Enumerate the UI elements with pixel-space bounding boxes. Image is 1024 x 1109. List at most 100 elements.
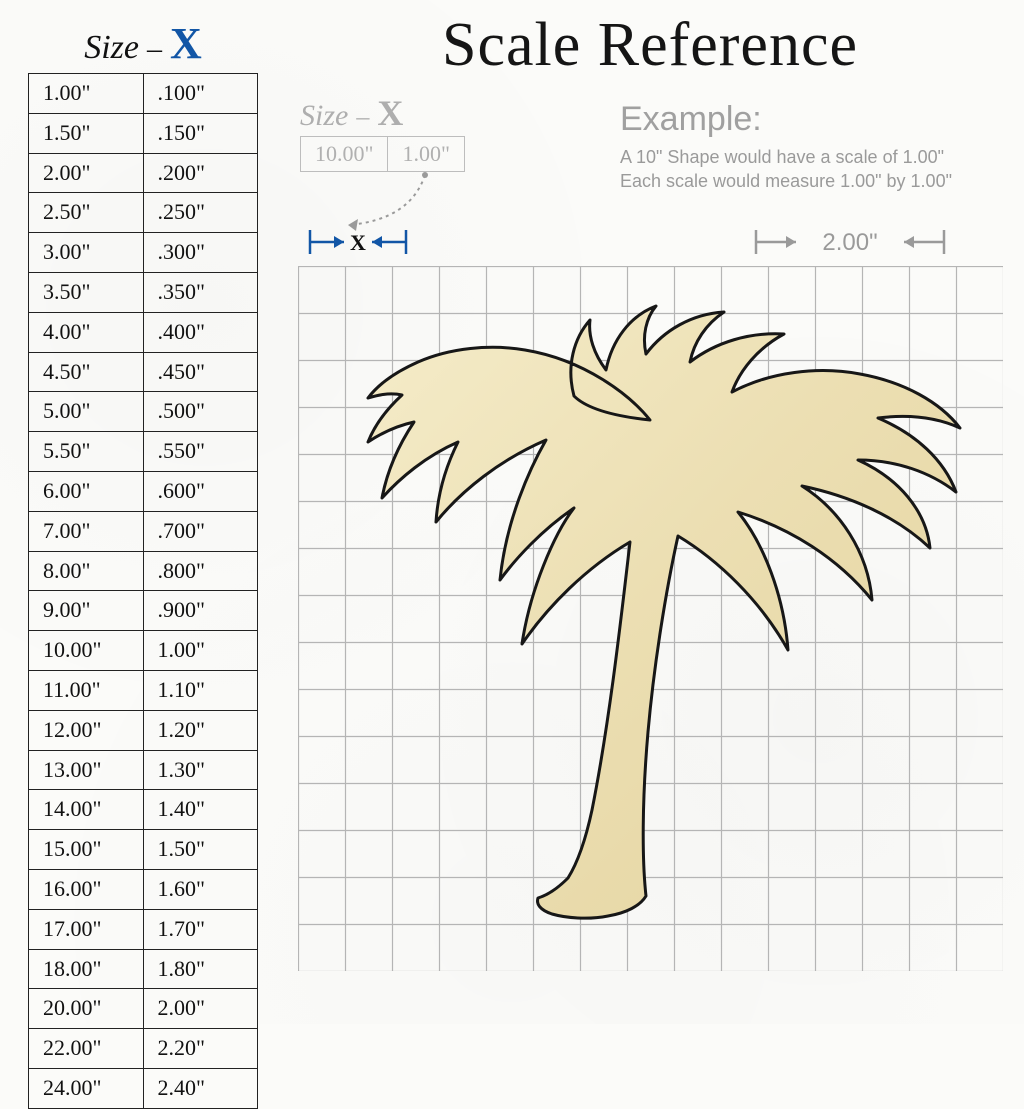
- table-row: 18.00"1.80": [29, 949, 258, 989]
- size-cell: 22.00": [29, 1029, 144, 1069]
- size-cell: 14.00": [29, 790, 144, 830]
- table-row: 4.50".450": [29, 352, 258, 392]
- mini-header: Size – X: [300, 92, 465, 134]
- size-cell: 3.00": [29, 233, 144, 273]
- size-cell: 24.00": [29, 1068, 144, 1108]
- size-x-letter: X: [170, 19, 202, 68]
- scale-cell: .900": [143, 591, 258, 631]
- scale-cell: .500": [143, 392, 258, 432]
- table-row: 2.50".250": [29, 193, 258, 233]
- scale-cell: 1.70": [143, 909, 258, 949]
- size-cell: 5.00": [29, 392, 144, 432]
- scale-cell: 1.30": [143, 750, 258, 790]
- scale-cell: .150": [143, 113, 258, 153]
- mini-table-row: 10.00" 1.00": [301, 137, 465, 172]
- example-lines: A 10" Shape would have a scale of 1.00" …: [620, 145, 1020, 194]
- size-table-header: Size – X: [28, 18, 258, 69]
- scale-cell: 2.20": [143, 1029, 258, 1069]
- mini-size-label: Size: [300, 99, 348, 132]
- table-row: 2.00".200": [29, 153, 258, 193]
- scale-cell: 1.80": [143, 949, 258, 989]
- scale-cell: .550": [143, 432, 258, 472]
- scale-cell: 2.40": [143, 1068, 258, 1108]
- table-row: 10.00"1.00": [29, 631, 258, 671]
- scale-cell: .800": [143, 551, 258, 591]
- scale-caliper-indicator: 2.00": [740, 222, 960, 262]
- size-cell: 12.00": [29, 710, 144, 750]
- grid-svg: [298, 266, 1003, 971]
- mini-dash: –: [356, 102, 369, 131]
- x-dimension-label: X: [350, 230, 366, 255]
- size-cell: 18.00": [29, 949, 144, 989]
- example-mini-table-container: Size – X 10.00" 1.00": [300, 92, 465, 172]
- size-cell: 13.00": [29, 750, 144, 790]
- size-cell: 10.00": [29, 631, 144, 671]
- size-cell: 17.00": [29, 909, 144, 949]
- table-row: 8.00".800": [29, 551, 258, 591]
- size-table: 1.00".100"1.50".150"2.00".200"2.50".250"…: [28, 73, 258, 1109]
- size-cell: 15.00": [29, 830, 144, 870]
- table-row: 9.00".900": [29, 591, 258, 631]
- scale-cell: .400": [143, 312, 258, 352]
- table-row: 11.00"1.10": [29, 670, 258, 710]
- table-row: 5.50".550": [29, 432, 258, 472]
- size-cell: 1.50": [29, 113, 144, 153]
- size-cell: 2.50": [29, 193, 144, 233]
- table-row: 20.00"2.00": [29, 989, 258, 1029]
- table-row: 24.00"2.40": [29, 1068, 258, 1108]
- size-table-container: Size – X 1.00".100"1.50".150"2.00".200"2…: [28, 18, 258, 1109]
- example-line-1: A 10" Shape would have a scale of 1.00": [620, 145, 1020, 169]
- size-cell: 1.00": [29, 74, 144, 114]
- page-title: Scale Reference: [300, 10, 1000, 81]
- scale-cell: 1.60": [143, 869, 258, 909]
- scale-cell: 1.00": [143, 631, 258, 671]
- scale-cell: .250": [143, 193, 258, 233]
- mini-x-letter: X: [377, 93, 403, 133]
- size-dash: –: [147, 32, 162, 65]
- table-row: 1.00".100": [29, 74, 258, 114]
- scale-cell: .300": [143, 233, 258, 273]
- example-title: Example:: [620, 100, 1020, 139]
- table-row: 1.50".150": [29, 113, 258, 153]
- page-title-text: Scale Reference: [442, 11, 858, 79]
- scale-cell: .600": [143, 471, 258, 511]
- table-row: 3.50".350": [29, 272, 258, 312]
- scale-cell: 2.00": [143, 989, 258, 1029]
- x-dimension-indicator: X: [298, 222, 418, 262]
- table-row: 15.00"1.50": [29, 830, 258, 870]
- table-row: 4.00".400": [29, 312, 258, 352]
- reference-grid: [298, 266, 1003, 971]
- size-cell: 5.50": [29, 432, 144, 472]
- table-row: 5.00".500": [29, 392, 258, 432]
- size-label: Size: [84, 29, 139, 66]
- size-cell: 4.00": [29, 312, 144, 352]
- size-cell: 7.00": [29, 511, 144, 551]
- mini-table: 10.00" 1.00": [300, 136, 465, 172]
- example-text-block: Example: A 10" Shape would have a scale …: [620, 100, 1020, 194]
- table-row: 6.00".600": [29, 471, 258, 511]
- scale-cell: 1.50": [143, 830, 258, 870]
- table-row: 17.00"1.70": [29, 909, 258, 949]
- table-row: 12.00"1.20": [29, 710, 258, 750]
- size-cell: 20.00": [29, 989, 144, 1029]
- mini-cell-scale: 1.00": [388, 137, 464, 172]
- size-cell: 2.00": [29, 153, 144, 193]
- table-row: 14.00"1.40": [29, 790, 258, 830]
- scale-cell: 1.10": [143, 670, 258, 710]
- scale-cell: .700": [143, 511, 258, 551]
- scale-cell: .350": [143, 272, 258, 312]
- table-row: 3.00".300": [29, 233, 258, 273]
- scale-cell: .450": [143, 352, 258, 392]
- table-row: 16.00"1.60": [29, 869, 258, 909]
- example-line-2: Each scale would measure 1.00" by 1.00": [620, 169, 1020, 193]
- mini-cell-size: 10.00": [301, 137, 388, 172]
- size-cell: 4.50": [29, 352, 144, 392]
- scale-cell: .200": [143, 153, 258, 193]
- size-cell: 6.00": [29, 471, 144, 511]
- size-cell: 8.00": [29, 551, 144, 591]
- scale-cell: 1.20": [143, 710, 258, 750]
- size-cell: 11.00": [29, 670, 144, 710]
- scale-caliper-label: 2.00": [822, 229, 877, 256]
- size-cell: 9.00": [29, 591, 144, 631]
- table-row: 7.00".700": [29, 511, 258, 551]
